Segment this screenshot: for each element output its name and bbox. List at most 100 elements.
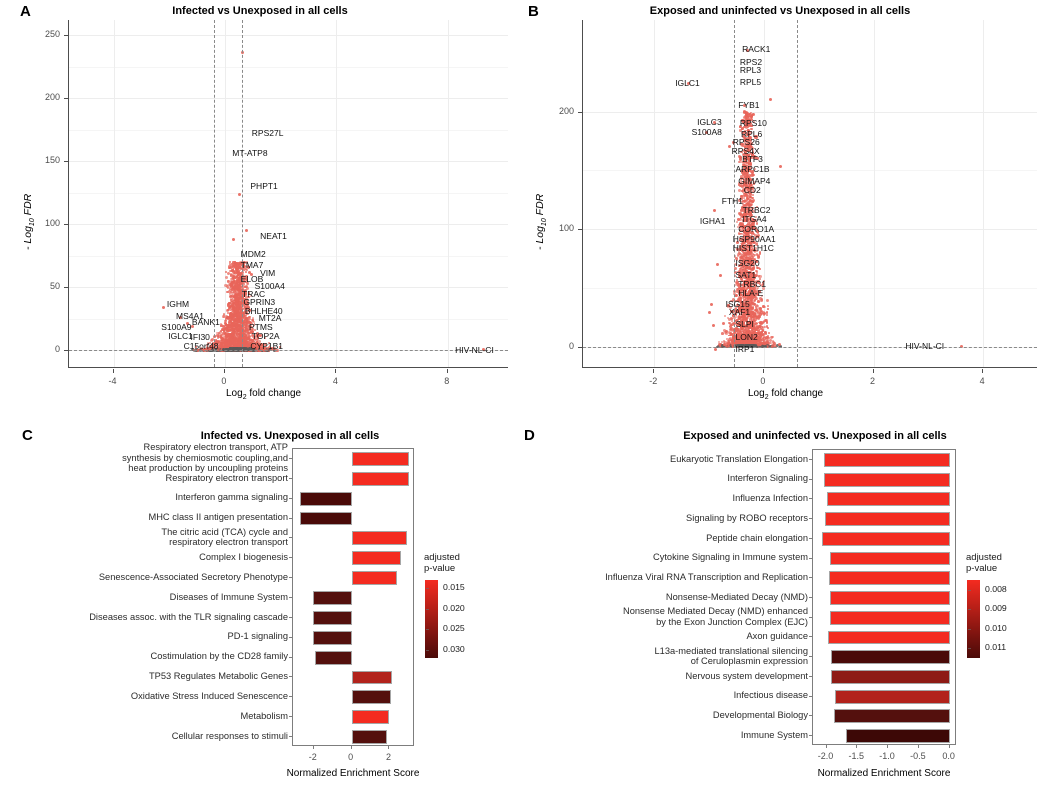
volcano-point [252, 335, 255, 339]
volcano-point [230, 270, 233, 273]
x-tick-mark [112, 369, 114, 373]
y-tick-mark [64, 287, 68, 289]
volcano-point [245, 229, 249, 233]
x-tick-label: 8 [444, 376, 450, 386]
y-tick-mark [64, 98, 68, 100]
volcano-point [205, 344, 209, 348]
gridline-h-minor [583, 288, 1037, 290]
volcano-point [763, 305, 766, 309]
volcano-point [209, 339, 213, 343]
volcano-point [253, 328, 257, 332]
y-tick-mark [64, 350, 68, 352]
volcano-point [252, 323, 256, 327]
y-tick-label: 150 [44, 155, 60, 166]
gridline-h [69, 287, 508, 289]
volcano-point [722, 321, 726, 325]
volcano-point [735, 220, 739, 224]
gene-label: CYP1B1 [250, 341, 283, 352]
y-tick-label: 50 [49, 281, 60, 292]
volcano-point [231, 265, 235, 269]
volcano-point [250, 325, 254, 329]
volcano-point [206, 341, 210, 345]
volcano-point [216, 336, 220, 340]
gridline-v [983, 20, 985, 367]
gene-label: MT-ATP8 [232, 148, 268, 159]
volcano-point [242, 285, 245, 288]
panel-b-volcano: B Exposed and uninfected vs Unexposed in… [520, 0, 1059, 401]
volcano-point [231, 317, 233, 320]
x-tick-mark [223, 369, 225, 373]
gridline-h-minor [69, 66, 508, 68]
volcano-point [251, 317, 255, 320]
gene-label: IGLC1 [168, 330, 193, 341]
volcano-point [771, 340, 775, 344]
panel-b-title: Exposed and uninfected vs Unexposed in a… [649, 5, 911, 17]
volcano-point [766, 304, 769, 307]
volcano-point [230, 292, 233, 295]
panel-b-letter: B [528, 3, 539, 20]
volcano-point [227, 286, 230, 289]
volcano-point [241, 278, 245, 282]
y-tick-label: 200 [44, 92, 60, 103]
x-tick-mark [335, 369, 337, 373]
gene-label: HIV-NL-CI [455, 344, 494, 355]
threshold-line-vertical [213, 20, 215, 367]
volcano-point [768, 332, 771, 335]
volcano-point [235, 280, 239, 284]
volcano-point [765, 321, 769, 324]
volcano-point [279, 345, 282, 348]
x-tick-label: 4 [332, 376, 338, 386]
volcano-point [249, 294, 253, 297]
volcano-point [243, 300, 246, 303]
volcano-point [217, 345, 220, 348]
panel-a-volcano: A Infected vs Unexposed in all cells - L… [0, 0, 520, 401]
volcano-point [766, 298, 770, 302]
volcano-point [225, 338, 228, 342]
volcano-point [230, 305, 234, 309]
volcano-point [232, 301, 235, 304]
volcano-point [753, 299, 757, 303]
y-tick-mark [64, 35, 68, 37]
volcano-point [251, 329, 255, 333]
x-tick-label: -4 [108, 376, 117, 386]
volcano-point [224, 322, 228, 326]
panel-a-title: Infected vs Unexposed in all cells [172, 5, 348, 17]
gridline-v [224, 20, 226, 367]
gridline-v [873, 20, 875, 367]
gridline-h [583, 111, 1037, 113]
volcano-point [245, 271, 247, 274]
volcano-point [761, 298, 764, 301]
volcano-point [228, 301, 231, 304]
volcano-point [228, 264, 232, 269]
y-tick-label: 100 [44, 218, 60, 229]
volcano-point [765, 314, 768, 317]
gridline-h-minor [69, 318, 508, 320]
volcano-point [239, 300, 243, 304]
volcano-point [231, 237, 235, 241]
volcano-point [242, 283, 245, 286]
volcano-point [256, 342, 259, 345]
volcano-point [236, 318, 240, 321]
gene-label: TOP2A [251, 330, 280, 341]
panel-a-letter: A [20, 3, 31, 20]
volcano-point [230, 315, 233, 319]
volcano-point [211, 343, 214, 346]
volcano-point [191, 348, 194, 352]
gridline-h [583, 229, 1037, 231]
volcano-point [758, 267, 761, 270]
volcano-point [236, 307, 239, 310]
volcano-point [231, 291, 234, 294]
volcano-point [243, 280, 246, 284]
gridline-v [113, 20, 115, 367]
y-tick-mark [64, 224, 68, 226]
volcano-point [246, 287, 250, 291]
gridline-h [69, 224, 508, 226]
gene-label: MDM2 [240, 249, 266, 260]
y-tick-label: 0 [54, 344, 60, 355]
volcano-point [230, 328, 233, 332]
panel-a-plot-area [68, 20, 508, 368]
gridline-h [69, 161, 508, 163]
volcano-point [237, 266, 240, 269]
volcano-point [217, 332, 221, 335]
volcano-point [215, 346, 218, 349]
